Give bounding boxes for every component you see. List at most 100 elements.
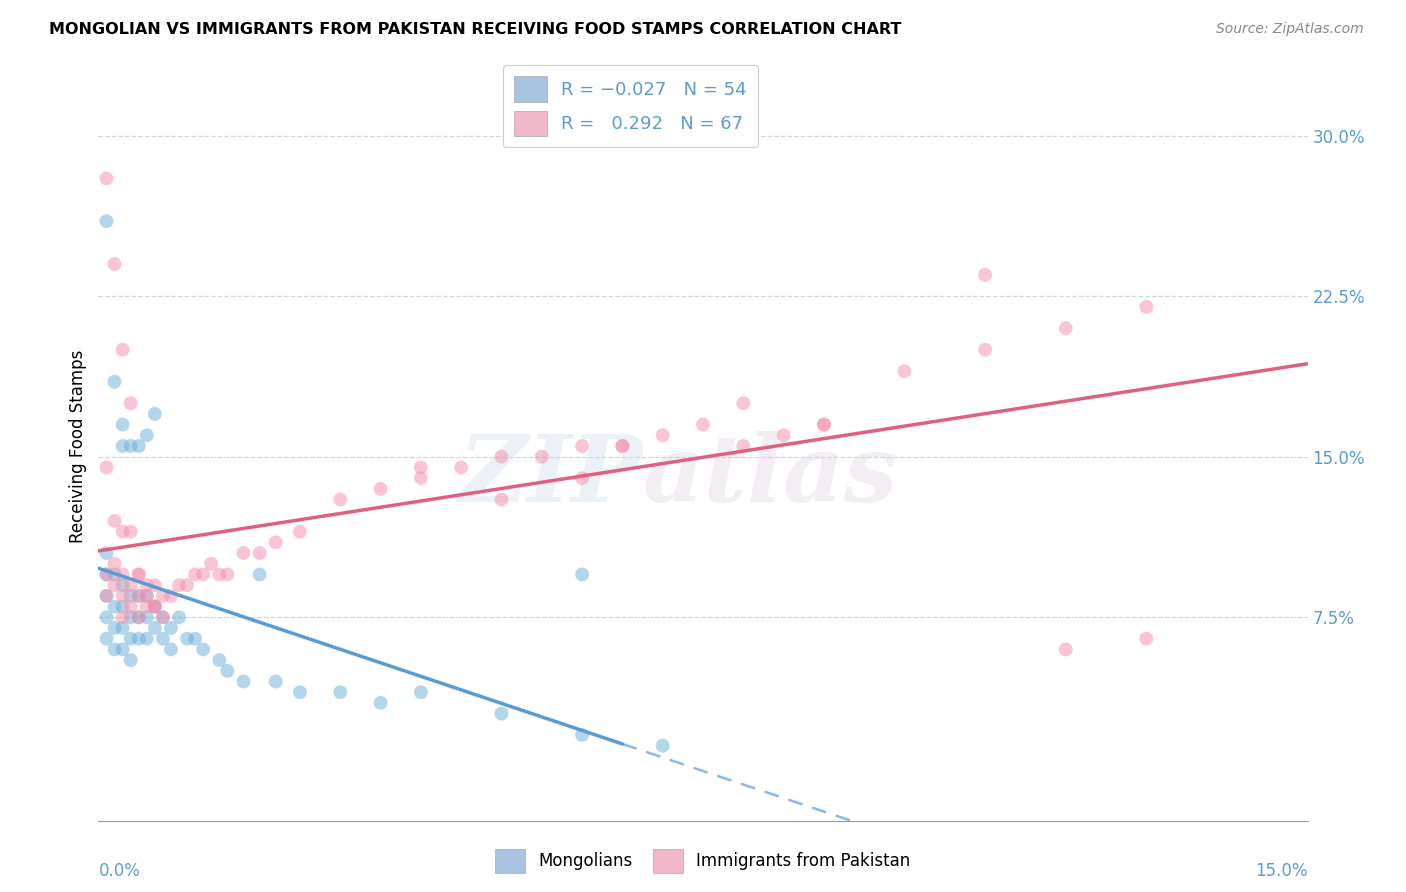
Point [571,728,593,742]
Point [143,599,166,614]
Point [409,460,432,475]
Point [370,482,392,496]
Legend: Mongolians, Immigrants from Pakistan: Mongolians, Immigrants from Pakistan [489,842,917,880]
Point [128,610,150,624]
Point [974,343,997,357]
Point [128,567,150,582]
Point [120,632,142,646]
Point [128,610,150,624]
Point [120,524,142,539]
Point [1135,632,1157,646]
Point [96,589,118,603]
Text: 15.0%: 15.0% [1256,863,1308,880]
Point [152,632,174,646]
Point [135,428,157,442]
Point [143,407,166,421]
Point [120,599,142,614]
Point [160,642,183,657]
Point [111,599,134,614]
Point [120,610,142,624]
Point [128,632,150,646]
Point [111,343,134,357]
Point [103,567,125,582]
Point [651,739,673,753]
Point [370,696,392,710]
Point [143,578,166,592]
Point [120,578,142,592]
Point [96,567,118,582]
Point [135,589,157,603]
Point [103,514,125,528]
Point [571,439,593,453]
Point [111,417,134,432]
Point [184,567,207,582]
Point [103,578,125,592]
Point [264,535,287,549]
Point [96,460,118,475]
Point [96,632,118,646]
Point [152,610,174,624]
Point [184,632,207,646]
Point [974,268,997,282]
Point [167,578,190,592]
Point [111,439,134,453]
Point [120,653,142,667]
Point [111,621,134,635]
Point [692,417,714,432]
Point [409,471,432,485]
Point [160,589,183,603]
Point [733,396,755,410]
Point [176,578,198,592]
Point [128,589,150,603]
Point [733,439,755,453]
Point [1054,642,1077,657]
Point [96,546,118,560]
Point [96,567,118,582]
Point [491,706,513,721]
Point [103,621,125,635]
Point [96,214,118,228]
Point [96,610,118,624]
Point [128,439,150,453]
Point [571,471,593,485]
Point [612,439,634,453]
Point [193,642,215,657]
Point [135,589,157,603]
Point [135,610,157,624]
Point [571,567,593,582]
Point [143,599,166,614]
Point [103,257,125,271]
Point [329,492,352,507]
Point [530,450,553,464]
Point [96,171,118,186]
Point [111,578,134,592]
Point [249,546,271,560]
Point [152,610,174,624]
Point [264,674,287,689]
Point [893,364,915,378]
Text: 0.0%: 0.0% [98,863,141,880]
Point [96,589,118,603]
Point [1054,321,1077,335]
Legend: R = −0.027   N = 54, R =   0.292   N = 67: R = −0.027 N = 54, R = 0.292 N = 67 [503,65,758,147]
Text: MONGOLIAN VS IMMIGRANTS FROM PAKISTAN RECEIVING FOOD STAMPS CORRELATION CHART: MONGOLIAN VS IMMIGRANTS FROM PAKISTAN RE… [49,22,901,37]
Point [813,417,835,432]
Point [1135,300,1157,314]
Point [135,578,157,592]
Text: Source: ZipAtlas.com: Source: ZipAtlas.com [1216,22,1364,37]
Point [103,375,125,389]
Point [135,599,157,614]
Point [103,599,125,614]
Point [128,567,150,582]
Point [217,664,239,678]
Point [232,674,254,689]
Point [143,621,166,635]
Point [491,450,513,464]
Point [200,557,222,571]
Point [111,567,134,582]
Point [612,439,634,453]
Y-axis label: Receiving Food Stamps: Receiving Food Stamps [69,350,87,542]
Point [208,567,231,582]
Point [232,546,254,560]
Text: atlas: atlas [643,431,898,521]
